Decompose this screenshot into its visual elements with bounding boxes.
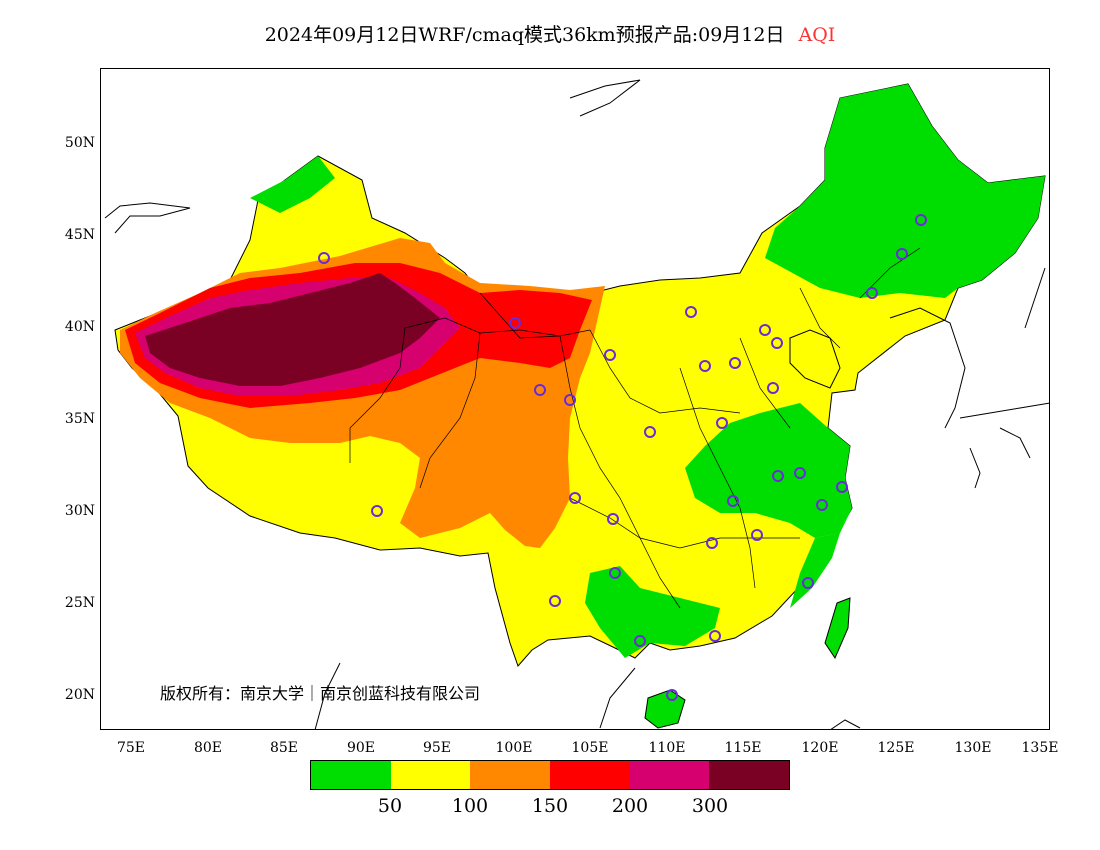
hainan-island [644,689,686,729]
maroon-region [145,273,440,386]
lon-tick-label: 125E [877,740,915,756]
legend-label: 50 [377,795,403,817]
circle-marker [759,324,771,336]
lat-tick-label: 40N [64,319,95,335]
circle-marker [709,630,721,642]
legend-swatch [629,761,710,789]
lon-tick-label: 120E [801,740,839,756]
lon-tick-label: 80E [193,740,223,756]
circle-marker [666,689,678,701]
circle-marker [534,384,546,396]
legend-label: 150 [531,795,569,817]
circle-marker [569,492,581,504]
lon-tick-label: 135E [1021,740,1059,756]
circle-marker [699,360,711,372]
circle-marker [915,214,927,226]
circle-marker [634,635,646,647]
circle-marker [685,306,697,318]
lon-tick-label: 100E [495,740,533,756]
legend-swatch [311,761,391,789]
title-product: AQI [798,24,836,46]
circle-marker [794,467,806,479]
lon-tick-label: 90E [346,740,376,756]
circle-marker [564,394,576,406]
coastlines [104,79,1050,730]
circle-marker [751,529,763,541]
circle-marker [644,426,656,438]
circle-marker [607,513,619,525]
lon-tick-label: 110E [648,740,686,756]
circle-marker [706,537,718,549]
lat-tick-label: 35N [64,411,95,427]
green-region-east [685,403,852,538]
circle-marker [509,317,521,329]
green-region-south [585,566,720,658]
legend-label: 200 [611,795,649,817]
circle-marker [767,382,779,394]
legend-label: 300 [691,795,729,817]
green-region-northwest [250,156,335,213]
lat-tick-label: 45N [64,227,95,243]
station-markers [318,214,927,701]
circle-marker [549,595,561,607]
lon-tick-label: 105E [571,740,609,756]
lon-tick-label: 95E [422,740,452,756]
legend-label: 100 [451,795,489,817]
legend-swatch [550,761,630,789]
legend-swatch [709,761,790,789]
aqi-map-svg [100,68,1050,730]
lon-tick-label: 115E [724,740,762,756]
circle-marker [771,337,783,349]
map-frame [100,68,1050,730]
lat-tick-label: 20N [64,687,95,703]
green-region-southeast [790,533,840,608]
legend-color-bar [310,760,790,790]
circle-marker [772,470,784,482]
taiwan-island [824,597,851,660]
lon-tick-label: 75E [116,740,146,756]
circle-marker [604,349,616,361]
circle-marker [729,357,741,369]
circle-marker [896,248,908,260]
map-title: 2024年09月12日WRF/cmaq模式36km预报产品:09月12日 AQI [0,20,1100,47]
legend-swatch [390,761,471,789]
circle-marker [371,505,383,517]
circle-marker [866,287,878,299]
title-main: 2024年09月12日WRF/cmaq模式36km预报产品:09月12日 [264,24,785,46]
circle-marker [802,577,814,589]
map-border [100,68,1050,730]
copyright-text: 版权所有：南京大学｜南京创蓝科技有限公司 [160,684,481,703]
lat-tick-label: 25N [64,595,95,611]
circle-marker [609,567,621,579]
lat-tick-label: 30N [64,503,95,519]
lon-tick-label: 85E [269,740,299,756]
circle-marker [727,495,739,507]
circle-marker [836,481,848,493]
circle-marker [716,417,728,429]
circle-marker [318,252,330,264]
green-region-northeast [765,84,1045,298]
lon-tick-label: 130E [954,740,992,756]
circle-marker [816,499,828,511]
lat-tick-label: 50N [64,135,95,151]
legend-swatch [470,761,551,789]
